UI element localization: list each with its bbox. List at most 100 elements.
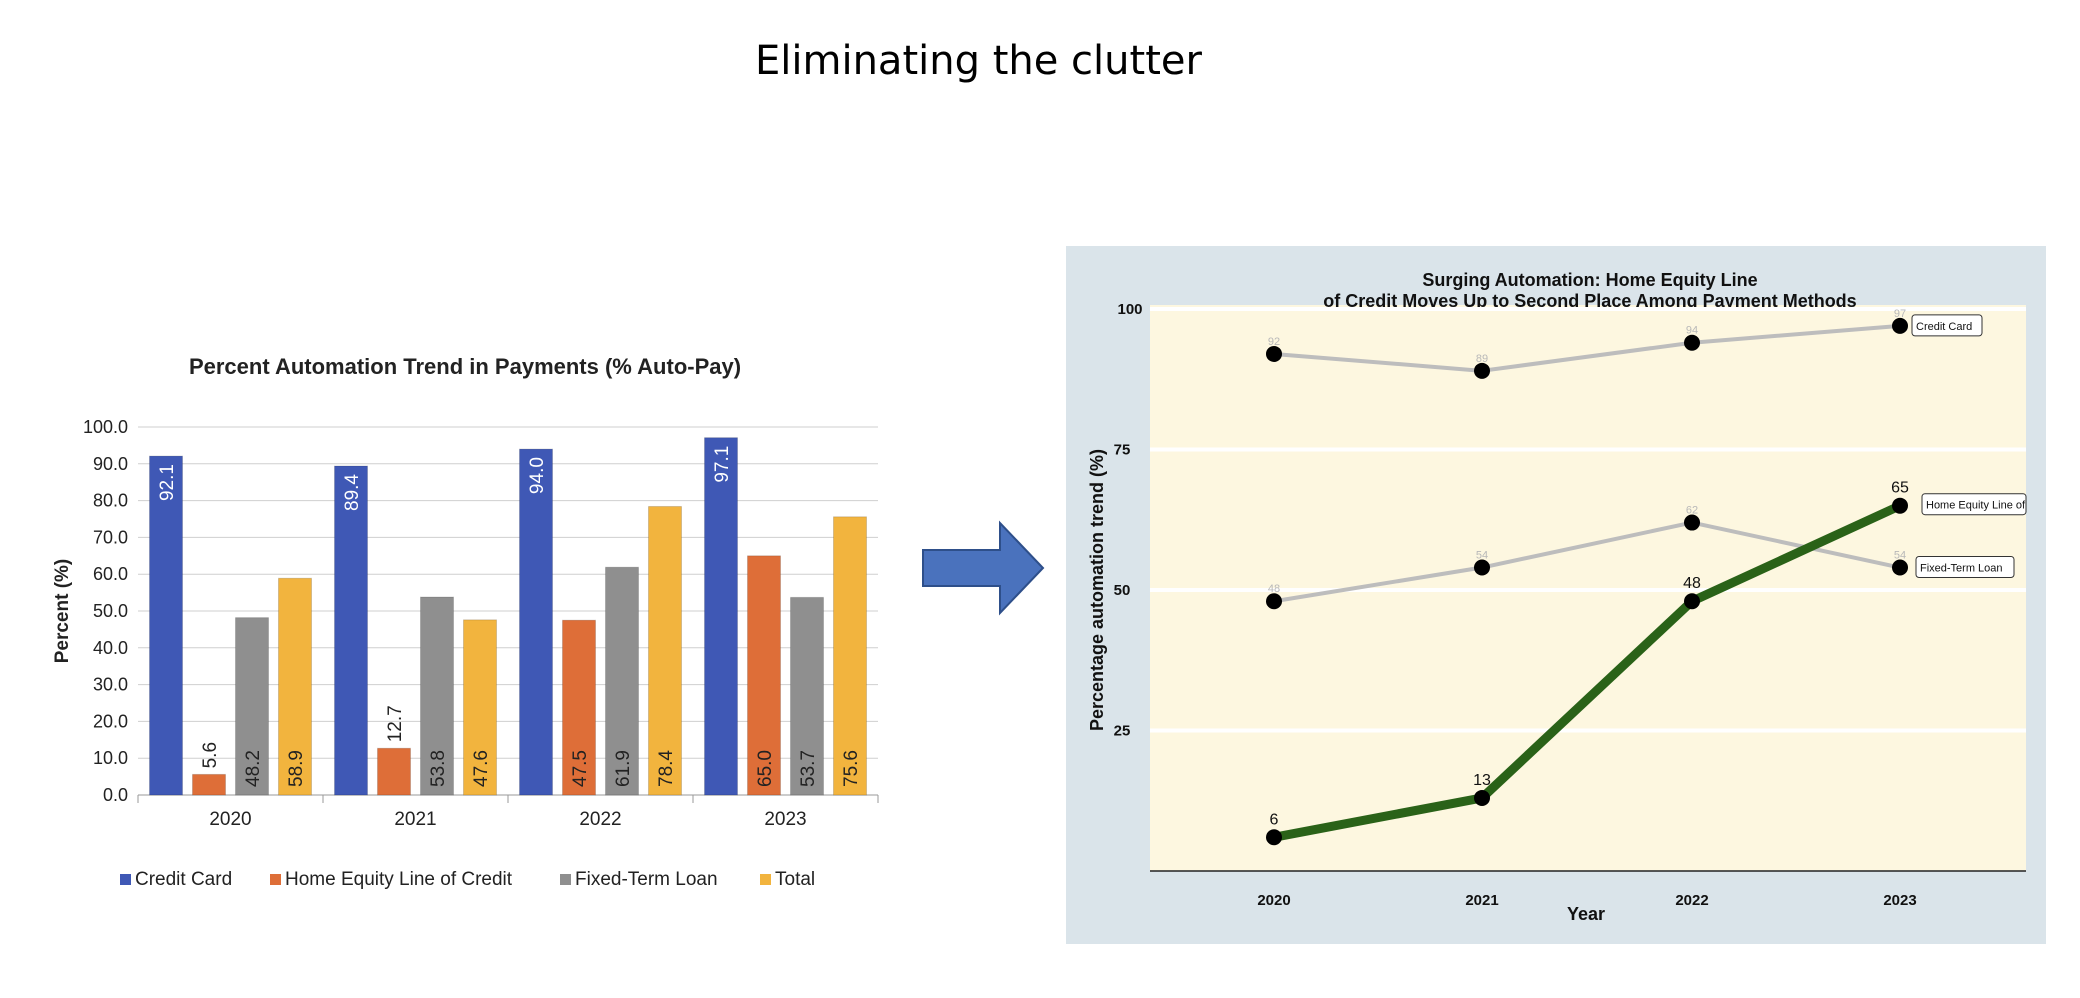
point-label: 65 [1891, 480, 1909, 497]
bar [562, 619, 596, 796]
data-point [1684, 334, 1700, 351]
y-tick-label: 50.0 [93, 601, 128, 621]
point-label: 62 [1686, 505, 1698, 517]
point-label: 97 [1894, 308, 1906, 320]
legend-label: Total [775, 869, 815, 890]
bar [149, 455, 183, 796]
point-label: 94 [1686, 325, 1698, 337]
data-label: 97.1 [712, 446, 733, 483]
x-tick-label: 2022 [579, 809, 621, 830]
data-point [1474, 789, 1490, 806]
series-line [1269, 501, 1905, 842]
bar [833, 516, 867, 796]
right-arrow-icon [922, 520, 1045, 616]
bar [648, 505, 682, 796]
bar [278, 577, 312, 796]
legend-swatch [560, 874, 571, 885]
y-tick-label: 70.0 [93, 527, 128, 547]
data-label: 78.4 [656, 750, 677, 787]
data-label: 94.0 [527, 457, 548, 494]
y-tick-label: 25 [1114, 723, 1131, 740]
bar [334, 465, 368, 796]
y-tick-label: 20.0 [93, 711, 128, 731]
y-tick-label: 30.0 [93, 675, 128, 695]
data-point [1474, 559, 1490, 576]
bar-chart: Percent Automation Trend in Payments (% … [52, 354, 879, 890]
chart-title-line-2: of Credit Moves Up to Second Place Among… [1323, 291, 1856, 311]
legend-label: Fixed-Term Loan [575, 869, 718, 890]
legend-swatch [120, 874, 131, 885]
legend-swatch [270, 874, 281, 885]
data-label: 53.7 [798, 750, 819, 787]
series-line [1272, 520, 1902, 604]
point-label: 54 [1476, 550, 1488, 562]
point-label: 89 [1476, 353, 1488, 365]
bar [519, 448, 553, 796]
data-point [1266, 593, 1282, 610]
point-label: 48 [1268, 583, 1280, 595]
x-tick-label: 2023 [764, 809, 806, 830]
y-tick-label: 90.0 [93, 454, 128, 474]
end-label-box [1921, 493, 2027, 516]
y-tick-label: 100.0 [83, 417, 128, 437]
y-tick-label: 40.0 [93, 638, 128, 658]
y-tick-label: 100 [1117, 301, 1142, 318]
data-label: 12.7 [385, 705, 406, 742]
data-label: 65.0 [755, 750, 776, 787]
y-axis-label: Percent (%) [52, 559, 73, 664]
data-label: 53.8 [428, 750, 449, 787]
y-tick-label: 80.0 [93, 491, 128, 511]
x-tick-label: 2020 [209, 809, 251, 830]
y-tick-label: 75 [1114, 442, 1131, 459]
bar [377, 747, 411, 796]
x-tick-label: 2023 [1883, 892, 1916, 909]
x-tick-label: 2021 [394, 809, 436, 830]
point-label: 54 [1894, 550, 1906, 562]
data-label: 47.6 [471, 750, 492, 787]
data-point [1892, 497, 1908, 514]
point-label: 6 [1270, 811, 1279, 828]
bar [463, 619, 497, 796]
data-point [1892, 559, 1908, 576]
y-tick-label: 50 [1114, 582, 1131, 599]
bar [192, 773, 226, 796]
bar [790, 596, 824, 796]
bar [235, 617, 269, 796]
chart-title-line-1: Surging Automation: Home Equity Line [1422, 270, 1757, 290]
legend-label: Credit Card [135, 869, 232, 890]
data-point [1474, 362, 1490, 379]
data-label: 89.4 [342, 474, 363, 511]
data-label: 92.1 [157, 464, 178, 501]
data-point [1266, 829, 1282, 846]
data-label: 75.6 [841, 750, 862, 787]
x-tick-label: 2020 [1257, 892, 1290, 909]
data-point [1266, 345, 1282, 362]
x-tick-label: 2021 [1465, 892, 1498, 909]
legend-swatch [760, 874, 771, 885]
point-label: 92 [1268, 336, 1280, 348]
bar [747, 555, 781, 796]
data-label: 47.5 [570, 750, 591, 787]
x-axis-label: Year [1567, 904, 1605, 924]
y-tick-label: 0.0 [103, 785, 128, 805]
y-tick-label: 10.0 [93, 748, 128, 768]
bar [704, 437, 738, 796]
y-tick-label: 60.0 [93, 564, 128, 584]
data-label: 48.2 [243, 750, 264, 787]
end-label: Credit Card [1916, 321, 1972, 333]
data-point [1892, 317, 1908, 334]
data-label: 61.9 [613, 750, 634, 787]
data-point [1684, 593, 1700, 610]
end-label: Home Equity Line of [1926, 500, 2026, 512]
series-line [1272, 323, 1902, 373]
legend-label: Home Equity Line of Credit [285, 869, 513, 890]
y-axis-label: Percentage automation trend (%) [1087, 449, 1107, 731]
bar [420, 596, 454, 796]
x-tick-label: 2022 [1675, 892, 1708, 909]
end-label-box [1911, 314, 1983, 337]
data-label: 5.6 [200, 742, 221, 768]
data-point [1684, 514, 1700, 531]
point-label: 48 [1683, 575, 1701, 592]
chart-title: Percent Automation Trend in Payments (% … [189, 354, 741, 379]
